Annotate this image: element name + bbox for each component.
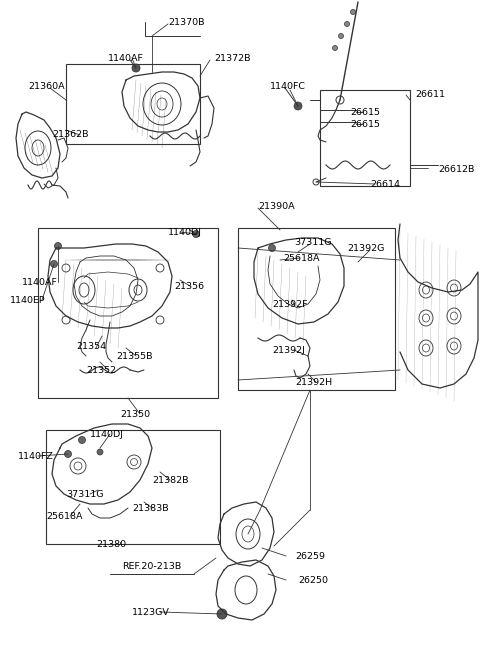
- Text: 21392F: 21392F: [272, 300, 308, 309]
- Text: 21354: 21354: [76, 342, 106, 351]
- Text: 1123GV: 1123GV: [132, 608, 170, 617]
- Text: 21372B: 21372B: [214, 54, 251, 63]
- Text: 21352: 21352: [86, 366, 116, 375]
- Bar: [238, 228, 395, 390]
- Text: 21392J: 21392J: [272, 346, 305, 355]
- Circle shape: [268, 245, 276, 251]
- Text: 26615: 26615: [350, 120, 380, 129]
- Bar: [46, 430, 220, 544]
- Circle shape: [79, 436, 85, 443]
- Text: 26615: 26615: [350, 108, 380, 117]
- Circle shape: [338, 33, 344, 39]
- Text: 21356: 21356: [174, 282, 204, 291]
- Text: 1140FC: 1140FC: [270, 82, 306, 91]
- Text: 25618A: 25618A: [46, 512, 83, 521]
- Circle shape: [97, 449, 103, 455]
- Bar: [320, 90, 410, 186]
- Text: 26614: 26614: [370, 180, 400, 189]
- Text: 26250: 26250: [298, 576, 328, 585]
- Text: 21350: 21350: [120, 410, 150, 419]
- Circle shape: [64, 451, 72, 457]
- Circle shape: [132, 64, 140, 72]
- Text: 1140AF: 1140AF: [108, 54, 144, 63]
- Text: 1140DJ: 1140DJ: [90, 430, 124, 439]
- Text: 21392H: 21392H: [295, 378, 332, 387]
- Text: 1140FZ: 1140FZ: [18, 452, 54, 461]
- Bar: [66, 64, 200, 144]
- Text: 1140EP: 1140EP: [10, 296, 46, 305]
- Text: 37311G: 37311G: [294, 238, 332, 247]
- Circle shape: [350, 9, 356, 14]
- Circle shape: [192, 230, 200, 237]
- Text: 1140DJ: 1140DJ: [168, 228, 202, 237]
- Circle shape: [50, 260, 58, 268]
- Circle shape: [55, 243, 61, 249]
- Text: 37311G: 37311G: [66, 490, 104, 499]
- Text: 21382B: 21382B: [152, 476, 189, 485]
- Text: 21355B: 21355B: [116, 352, 153, 361]
- Text: 21370B: 21370B: [168, 18, 204, 27]
- Text: 21392G: 21392G: [347, 244, 384, 253]
- Text: 21383B: 21383B: [132, 504, 168, 513]
- Text: 21360A: 21360A: [28, 82, 65, 91]
- Text: 26259: 26259: [295, 552, 325, 561]
- Text: 26611: 26611: [415, 90, 445, 99]
- Circle shape: [294, 102, 302, 110]
- Bar: [38, 228, 218, 398]
- Text: 26612B: 26612B: [438, 165, 474, 174]
- Text: 1140AF: 1140AF: [22, 278, 58, 287]
- Text: REF.20-213B: REF.20-213B: [122, 562, 181, 571]
- Text: 25618A: 25618A: [283, 254, 320, 263]
- Text: 21380: 21380: [96, 540, 126, 549]
- Circle shape: [217, 609, 227, 619]
- Circle shape: [333, 45, 337, 51]
- Text: 21390A: 21390A: [258, 202, 295, 211]
- Circle shape: [345, 22, 349, 26]
- Text: 21362B: 21362B: [52, 130, 88, 139]
